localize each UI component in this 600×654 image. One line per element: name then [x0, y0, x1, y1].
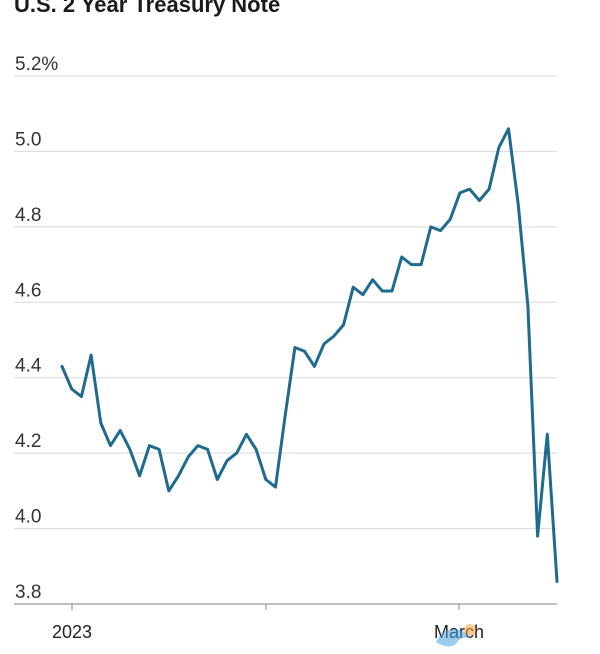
y-tick-label: 3.8	[15, 582, 41, 603]
bird-head-icon	[464, 624, 476, 636]
y-tick-label: 5.0	[15, 129, 41, 150]
y-tick-label: 4.8	[15, 205, 41, 226]
x-tick-label: 2023	[52, 622, 92, 642]
y-tick-label: 5.2%	[15, 54, 58, 75]
y-tick-label: 4.0	[15, 507, 41, 528]
y-tick-label: 4.4	[15, 356, 42, 377]
chart-title: U.S. 2 Year Treasury Note	[14, 0, 281, 17]
y-tick-label: 4.2	[15, 431, 41, 452]
watermark-logo	[436, 624, 476, 647]
series-line	[60, 127, 559, 583]
bird-icon	[436, 629, 470, 647]
y-tick-label: 4.6	[15, 280, 41, 301]
